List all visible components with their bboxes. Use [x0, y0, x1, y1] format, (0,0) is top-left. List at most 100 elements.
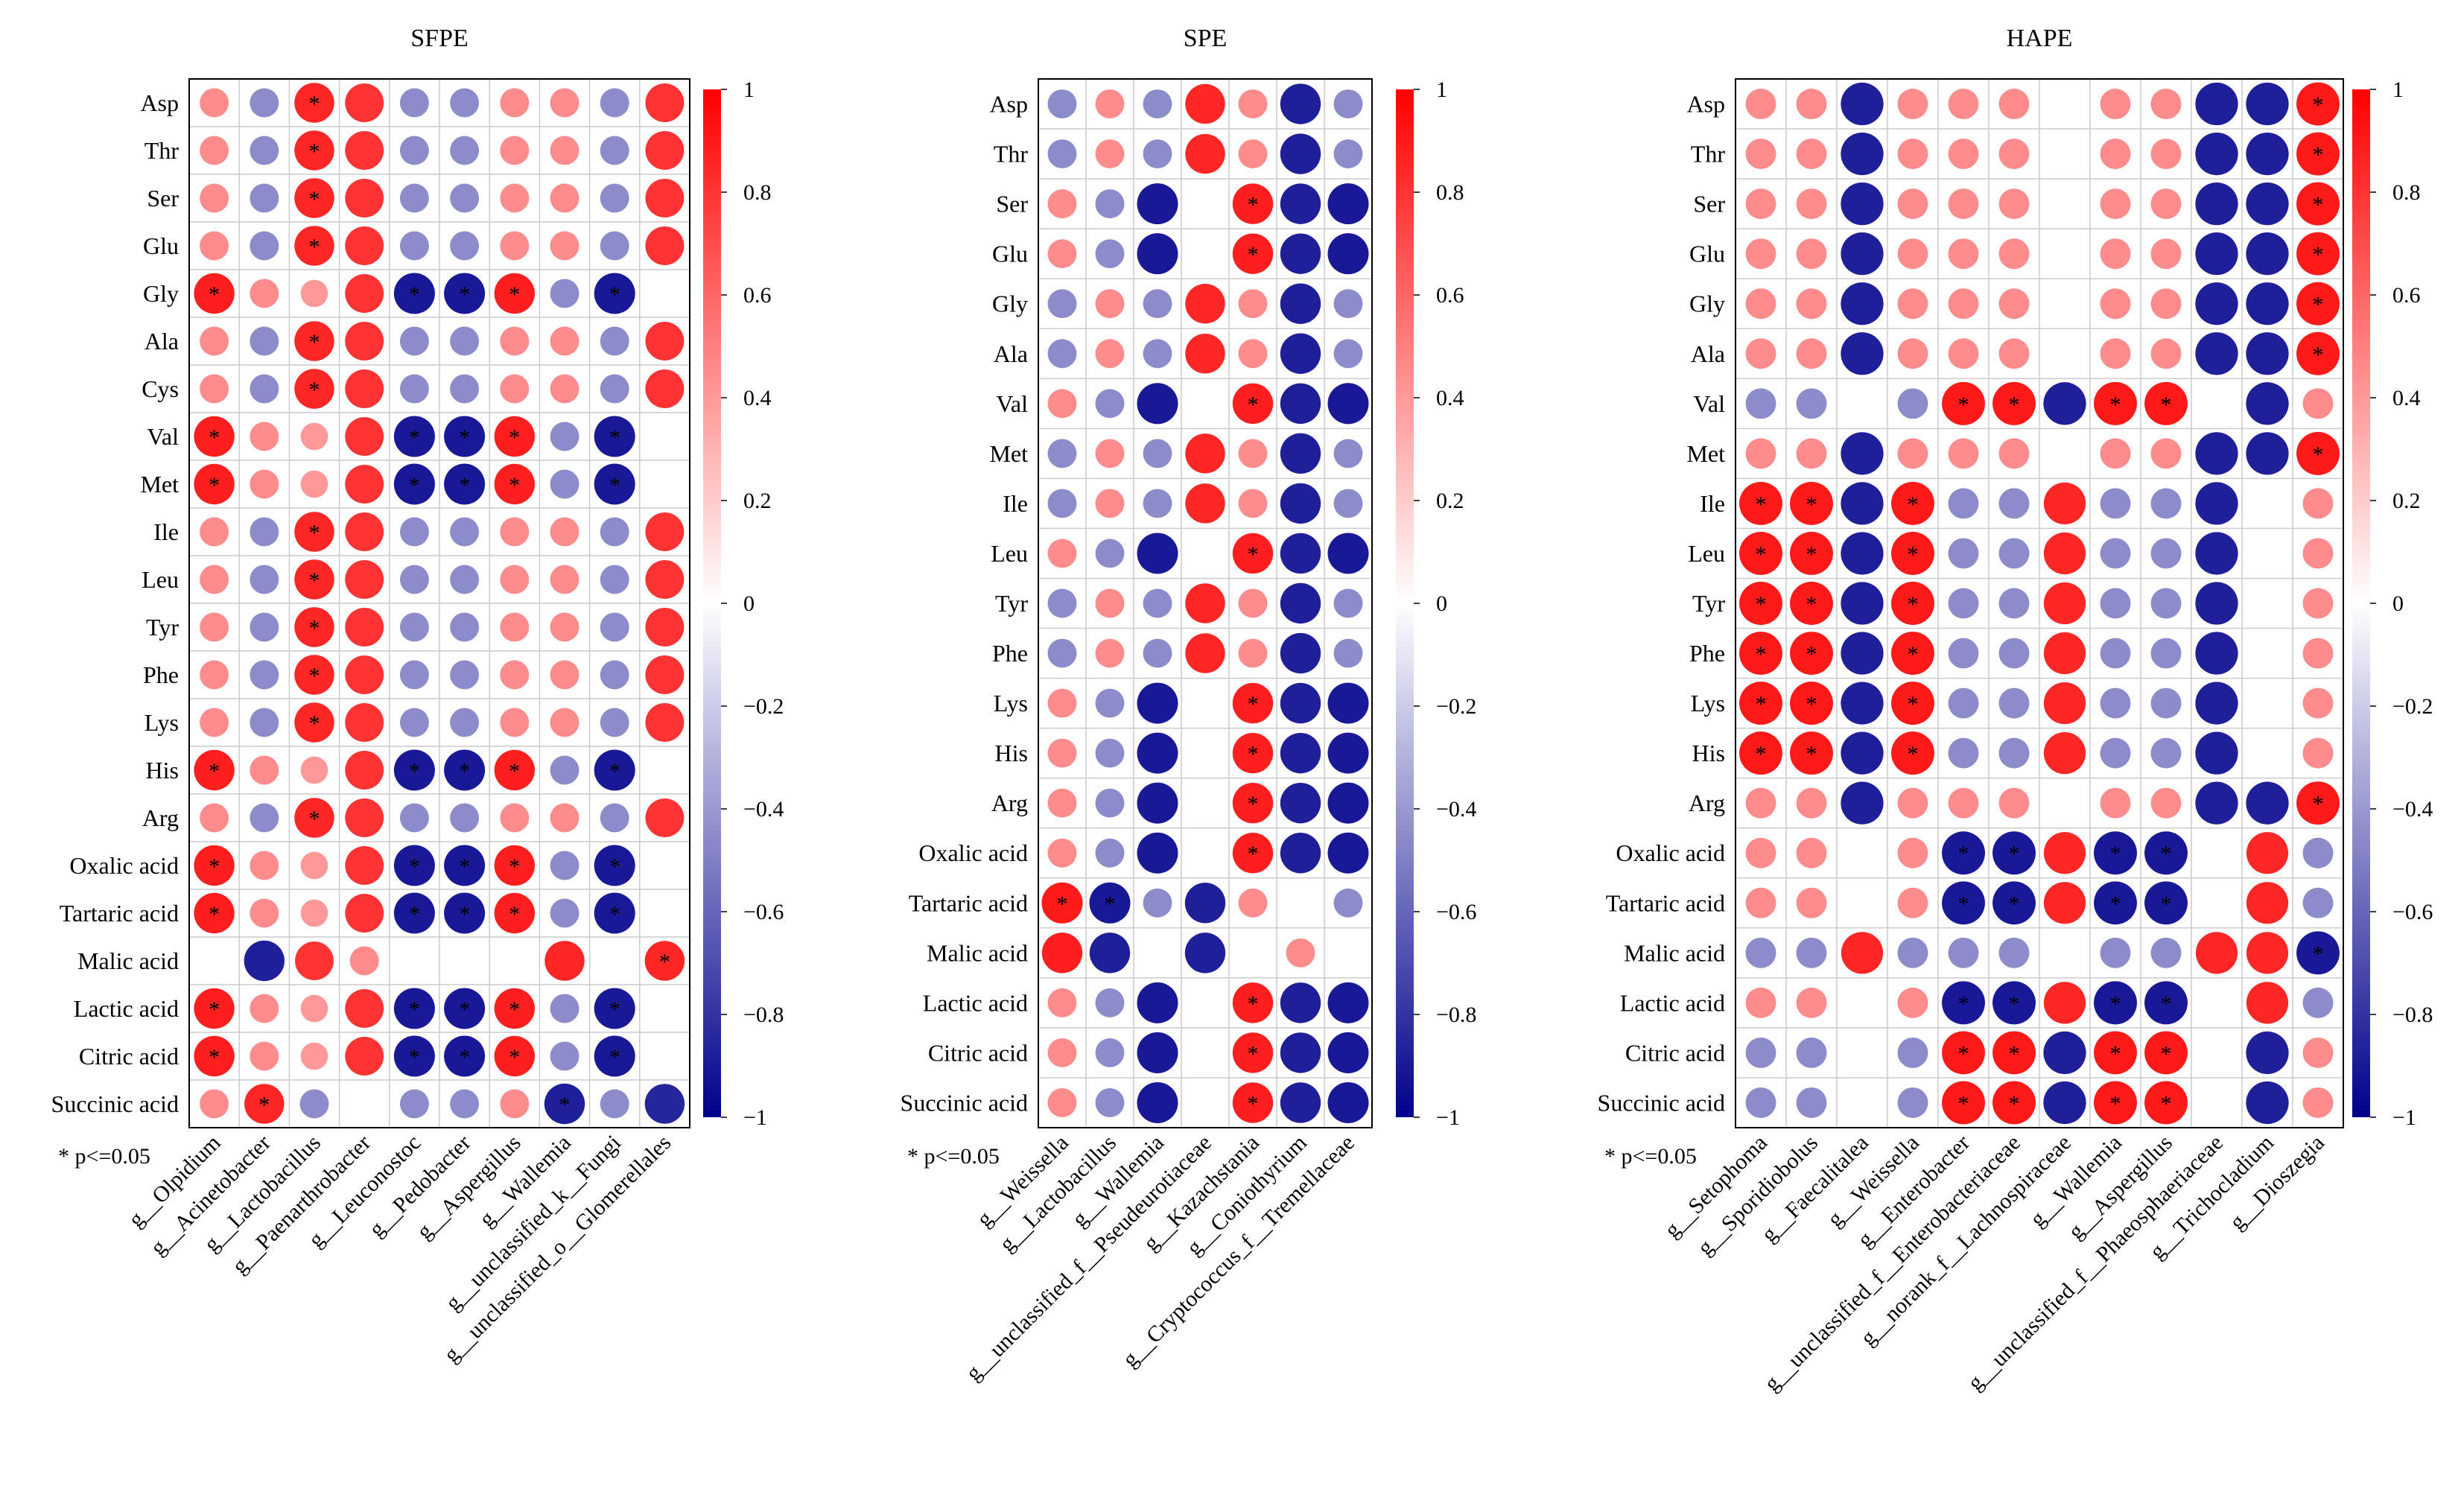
correlation-cell	[2100, 188, 2131, 220]
row-label: Malic acid	[77, 947, 179, 974]
correlation-cell	[645, 322, 685, 360]
row-label: Tartaric acid	[60, 900, 179, 927]
correlation-cell	[345, 608, 384, 647]
correlation-cell	[2246, 882, 2289, 924]
row-label: Glu	[1689, 241, 1725, 267]
significance-star: *	[209, 997, 220, 1022]
correlation-cell	[600, 517, 629, 547]
correlation-cell	[399, 803, 429, 833]
significance-star: *	[2009, 991, 2020, 1016]
correlation-cell	[2195, 582, 2238, 625]
correlation-cell	[2094, 1031, 2137, 1075]
correlation-cell	[550, 517, 579, 547]
correlation-cell	[1998, 538, 2030, 569]
correlation-cell	[494, 1035, 536, 1077]
row-label: Cys	[142, 375, 179, 402]
correlation-cell	[1745, 787, 1776, 819]
correlation-cell	[1047, 788, 1077, 818]
correlation-cell	[550, 708, 579, 737]
correlation-cell	[250, 88, 279, 118]
correlation-cell	[1137, 183, 1178, 225]
correlation-cell	[345, 989, 384, 1028]
correlation-cell	[300, 470, 328, 498]
correlation-cell	[2296, 282, 2340, 325]
correlation-cell	[2302, 687, 2334, 719]
correlation-cell	[600, 708, 629, 737]
correlation-cell	[1327, 1032, 1369, 1073]
correlation-cell	[2043, 532, 2086, 575]
correlation-cell	[1998, 238, 2030, 270]
correlation-cell	[1948, 538, 1979, 569]
significance-star: *	[1248, 842, 1259, 866]
correlation-cell	[600, 326, 629, 356]
significance-star: *	[2313, 193, 2324, 217]
correlation-cell	[1238, 439, 1268, 468]
correlation-cell	[1942, 1081, 1985, 1125]
row-label: Oxalic acid	[1616, 839, 1725, 866]
correlation-cell	[450, 660, 480, 690]
correlation-cell	[1327, 1081, 1369, 1123]
colorbar-tick-label: 0.6	[743, 283, 772, 308]
significance-star: *	[609, 473, 620, 498]
correlation-cell	[2100, 488, 2131, 519]
correlation-cell	[1280, 682, 1321, 724]
row-label: Leu	[991, 540, 1028, 567]
correlation-cell	[1891, 731, 1934, 775]
correlation-cell	[2144, 881, 2188, 925]
correlation-cell	[1280, 782, 1321, 824]
correlation-cell	[550, 994, 579, 1023]
correlation-cell	[2302, 588, 2334, 619]
correlation-cell	[250, 183, 279, 213]
significance-star: *	[1248, 1091, 1259, 1116]
significance-star: *	[459, 425, 470, 450]
correlation-cell	[1948, 687, 1979, 719]
correlation-cell	[1897, 89, 1928, 119]
correlation-cell	[500, 803, 530, 833]
correlation-cell	[345, 560, 384, 599]
correlation-cell	[1739, 632, 1782, 676]
correlation-cell	[1948, 438, 1979, 469]
correlation-cell	[1841, 482, 1884, 525]
correlation-cell	[2043, 882, 2086, 924]
row-label: Thr	[994, 141, 1029, 168]
correlation-cell	[1137, 1081, 1178, 1123]
correlation-cell	[2296, 781, 2340, 825]
correlation-cell	[1232, 833, 1274, 874]
correlation-cell	[2100, 588, 2131, 619]
row-label: Arg	[142, 804, 179, 831]
correlation-cell	[1745, 1037, 1776, 1068]
significance-star: *	[309, 664, 320, 688]
correlation-cell	[1185, 334, 1225, 374]
correlation-cell	[2094, 981, 2137, 1025]
correlation-cell	[250, 660, 279, 690]
correlation-cell	[1796, 837, 1827, 868]
significance-star: *	[2161, 991, 2172, 1016]
correlation-cell	[2302, 488, 2334, 519]
correlation-cell	[1897, 438, 1928, 469]
correlation-cell	[1232, 682, 1274, 724]
correlation-cell	[250, 374, 279, 404]
correlation-cell	[200, 517, 229, 547]
correlation-cell	[1897, 837, 1928, 868]
correlation-cell	[444, 416, 486, 457]
correlation-cell	[594, 845, 635, 886]
correlation-cell	[1095, 89, 1125, 118]
row-label: Glu	[992, 241, 1028, 267]
correlation-cell	[444, 463, 486, 505]
correlation-cell	[494, 416, 536, 457]
sfpe-panel: SFPE Asp Thr Ser Glu Gly Ala Cys Val Met Ile Leu Tyr…	[51, 25, 784, 1368]
correlation-cell	[1739, 531, 1782, 575]
significance-star: *	[2110, 892, 2121, 916]
correlation-cell	[200, 326, 229, 356]
correlation-cell	[345, 369, 384, 408]
correlation-cell	[1948, 139, 1979, 170]
correlation-cell	[300, 994, 328, 1023]
correlation-cell	[500, 565, 530, 594]
correlation-cell	[1327, 832, 1369, 874]
correlation-cell	[1998, 488, 2030, 519]
correlation-cell	[594, 892, 635, 934]
correlation-cell	[1327, 682, 1369, 724]
correlation-cell	[550, 755, 579, 785]
correlation-cell	[500, 708, 530, 737]
colorbar-tick-label: 0.8	[1436, 180, 1464, 205]
